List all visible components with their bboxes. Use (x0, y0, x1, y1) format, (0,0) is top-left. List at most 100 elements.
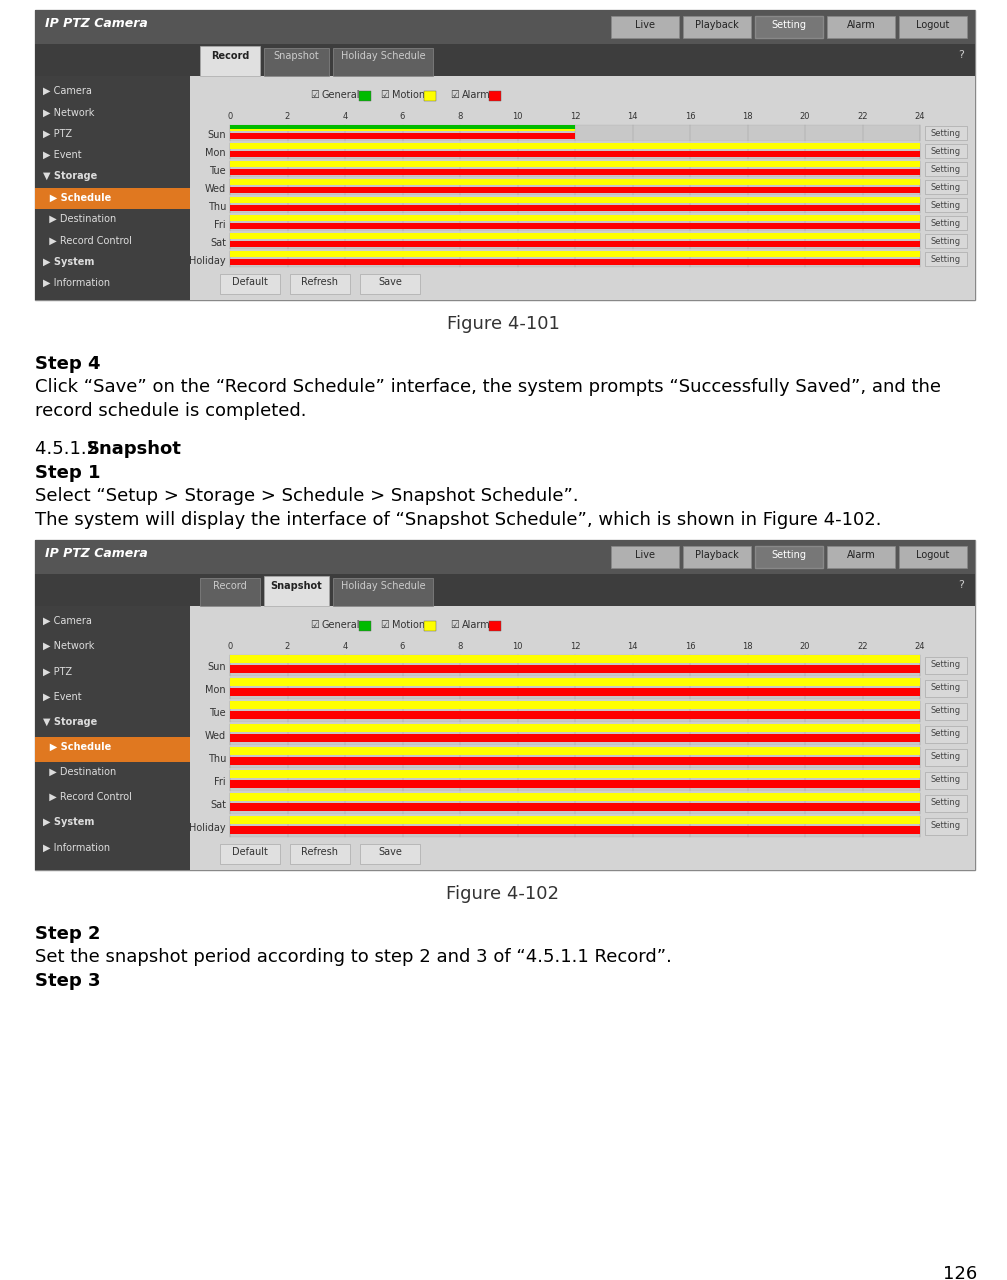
Text: ▶ Destination: ▶ Destination (43, 767, 116, 777)
Text: ▶ Event: ▶ Event (43, 150, 82, 160)
Text: ▼ Storage: ▼ Storage (43, 717, 98, 727)
Bar (230, 748, 920, 768)
Text: Playback: Playback (695, 20, 739, 29)
Text: Refresh: Refresh (301, 276, 338, 287)
Bar (611, 15, 679, 38)
Bar (333, 579, 433, 605)
Bar (359, 621, 371, 631)
Text: 20: 20 (800, 643, 811, 652)
Text: ?: ? (958, 50, 964, 60)
Bar (230, 780, 920, 788)
Text: 4: 4 (342, 111, 347, 122)
Bar (230, 817, 920, 824)
Text: Thu: Thu (207, 202, 226, 212)
Text: ▶ Network: ▶ Network (43, 108, 95, 118)
Text: record schedule is completed.: record schedule is completed. (35, 402, 306, 420)
Text: Snapshot: Snapshot (87, 440, 182, 458)
Bar (35, 573, 975, 605)
Bar (230, 259, 920, 265)
Bar (333, 47, 433, 76)
Bar (925, 216, 967, 229)
Bar (827, 547, 895, 568)
Bar (230, 803, 920, 812)
Bar (190, 605, 975, 870)
Text: Save: Save (378, 847, 402, 858)
Bar (899, 547, 967, 568)
Bar (230, 125, 575, 132)
Bar (230, 179, 920, 186)
Bar (230, 215, 920, 221)
Bar (230, 735, 920, 742)
Text: ?: ? (958, 580, 964, 590)
Text: Playback: Playback (695, 550, 739, 561)
Bar (230, 701, 920, 709)
Bar (925, 234, 967, 248)
Text: Setting: Setting (930, 147, 961, 156)
Text: ▶ Record Control: ▶ Record Control (43, 236, 132, 246)
Bar (359, 274, 420, 294)
Text: Wed: Wed (204, 731, 226, 741)
Text: 6: 6 (400, 643, 405, 652)
Text: Setting: Setting (930, 201, 961, 210)
Text: Setting: Setting (930, 219, 961, 228)
Text: ▶ Information: ▶ Information (43, 278, 110, 288)
Bar (230, 197, 920, 212)
Text: Setting: Setting (930, 183, 961, 192)
Text: Set the snapshot period according to step 2 and 3 of “4.5.1.1 Record”.: Set the snapshot period according to ste… (35, 948, 672, 966)
Text: Logout: Logout (916, 20, 950, 29)
Text: ☑: ☑ (310, 620, 319, 630)
Bar (230, 151, 920, 157)
Text: 0: 0 (228, 643, 233, 652)
Text: Alarm: Alarm (847, 550, 875, 561)
Bar (925, 163, 967, 175)
Bar (925, 772, 967, 788)
Bar (424, 91, 436, 101)
Text: Record: Record (213, 581, 247, 591)
Text: Figure 4-101: Figure 4-101 (446, 315, 560, 333)
Bar (489, 91, 501, 101)
Text: Motion: Motion (392, 90, 425, 100)
Text: Holiday Schedule: Holiday Schedule (340, 51, 425, 61)
Text: 24: 24 (914, 643, 925, 652)
Text: 18: 18 (742, 643, 753, 652)
Text: Setting: Setting (930, 660, 961, 669)
Bar (489, 621, 501, 631)
Text: Fri: Fri (214, 777, 226, 787)
Text: Live: Live (635, 20, 655, 29)
Bar (230, 724, 920, 732)
Bar (35, 540, 975, 870)
Text: 20: 20 (800, 111, 811, 122)
Text: Setting: Setting (930, 684, 961, 692)
Bar (35, 737, 190, 762)
Bar (611, 547, 679, 568)
Bar (925, 198, 967, 211)
Text: Live: Live (635, 550, 655, 561)
Bar (925, 145, 967, 157)
Text: ☑: ☑ (380, 620, 389, 630)
Text: 2: 2 (285, 111, 290, 122)
Text: Default: Default (232, 276, 268, 287)
Bar (683, 547, 751, 568)
Text: Holiday: Holiday (189, 256, 226, 266)
Bar (230, 826, 920, 835)
Text: Setting: Setting (930, 776, 961, 785)
Text: 18: 18 (742, 111, 753, 122)
Text: 126: 126 (943, 1265, 977, 1280)
Bar (290, 844, 350, 864)
Text: Setting: Setting (930, 753, 961, 762)
Text: ▶ System: ▶ System (43, 817, 95, 827)
Text: Sun: Sun (207, 662, 226, 672)
Bar (230, 223, 920, 229)
Bar (35, 44, 975, 76)
Text: Refresh: Refresh (301, 847, 338, 858)
Bar (230, 655, 920, 676)
Bar (925, 680, 967, 698)
Text: 12: 12 (570, 111, 580, 122)
Text: Step 3: Step 3 (35, 972, 101, 989)
Bar (35, 76, 190, 300)
Text: 4: 4 (342, 643, 347, 652)
Bar (35, 188, 190, 209)
Text: 16: 16 (685, 111, 695, 122)
Text: Snapshot: Snapshot (270, 581, 322, 591)
Text: 22: 22 (857, 111, 868, 122)
